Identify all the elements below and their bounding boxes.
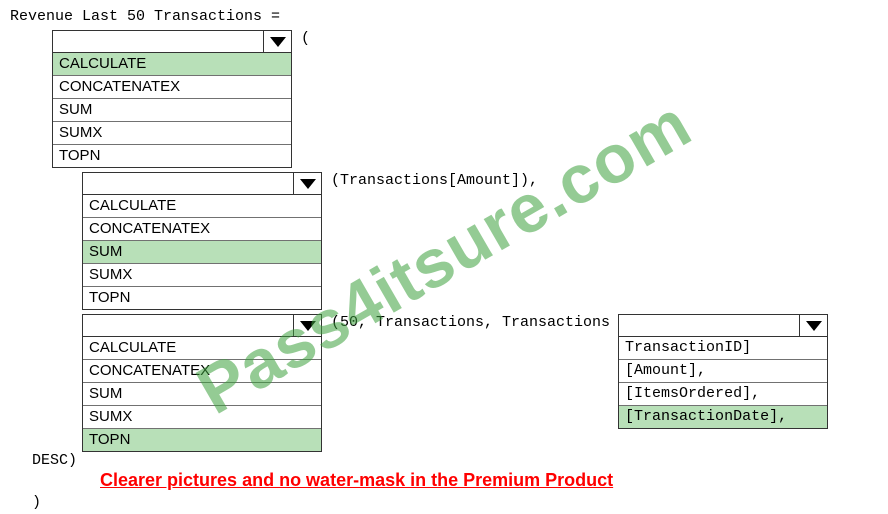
dropdown-1[interactable]: CALCULATE CONCATENATEX SUM SUMX TOPN: [52, 30, 292, 168]
dropdown-3-option[interactable]: SUMX: [83, 406, 321, 429]
dropdown-4-option[interactable]: [TransactionDate],: [619, 406, 827, 428]
code-close-paren: ): [32, 494, 41, 511]
chevron-down-icon: [806, 321, 822, 331]
dropdown-2-arrow[interactable]: [293, 173, 321, 194]
code-fragment-2: (Transactions[Amount]),: [322, 172, 538, 189]
dropdown-1-arrow[interactable]: [263, 31, 291, 52]
dropdown-3-header[interactable]: [83, 315, 321, 337]
dropdown-2-option[interactable]: CALCULATE: [83, 195, 321, 218]
dropdown-2[interactable]: CALCULATE CONCATENATEX SUM SUMX TOPN: [82, 172, 322, 310]
chevron-down-icon: [300, 179, 316, 189]
dropdown-3-option[interactable]: CONCATENATEX: [83, 360, 321, 383]
dropdown-4-header[interactable]: [619, 315, 827, 337]
dropdown-3-arrow[interactable]: [293, 315, 321, 336]
chevron-down-icon: [270, 37, 286, 47]
dropdown-4-option[interactable]: [Amount],: [619, 360, 827, 383]
dropdown-4-arrow[interactable]: [799, 315, 827, 336]
dropdown-3-option[interactable]: TOPN: [83, 429, 321, 451]
formula-title: Revenue Last 50 Transactions =: [10, 8, 280, 25]
dropdown-4-option[interactable]: TransactionID]: [619, 337, 827, 360]
dropdown-1-option[interactable]: SUMX: [53, 122, 291, 145]
code-fragment-1: (: [292, 30, 310, 47]
dropdown-1-option[interactable]: TOPN: [53, 145, 291, 167]
dropdown-1-option[interactable]: CALCULATE: [53, 53, 291, 76]
dropdown-2-option[interactable]: TOPN: [83, 287, 321, 309]
code-fragment-3: (50, Transactions, Transactions: [322, 314, 610, 331]
dropdown-2-option[interactable]: CONCATENATEX: [83, 218, 321, 241]
code-desc: DESC): [32, 452, 77, 469]
dropdown-1-option[interactable]: SUM: [53, 99, 291, 122]
dropdown-3-option[interactable]: CALCULATE: [83, 337, 321, 360]
dropdown-1-header[interactable]: [53, 31, 291, 53]
dropdown-3[interactable]: CALCULATE CONCATENATEX SUM SUMX TOPN: [82, 314, 322, 452]
dropdown-4-option[interactable]: [ItemsOrdered],: [619, 383, 827, 406]
dropdown-3-option[interactable]: SUM: [83, 383, 321, 406]
dropdown-2-option[interactable]: SUM: [83, 241, 321, 264]
dropdown-2-header[interactable]: [83, 173, 321, 195]
dropdown-2-option[interactable]: SUMX: [83, 264, 321, 287]
dropdown-1-option[interactable]: CONCATENATEX: [53, 76, 291, 99]
dropdown-4[interactable]: TransactionID] [Amount], [ItemsOrdered],…: [618, 314, 828, 429]
premium-notice: Clearer pictures and no water-mask in th…: [100, 470, 613, 491]
chevron-down-icon: [300, 321, 316, 331]
